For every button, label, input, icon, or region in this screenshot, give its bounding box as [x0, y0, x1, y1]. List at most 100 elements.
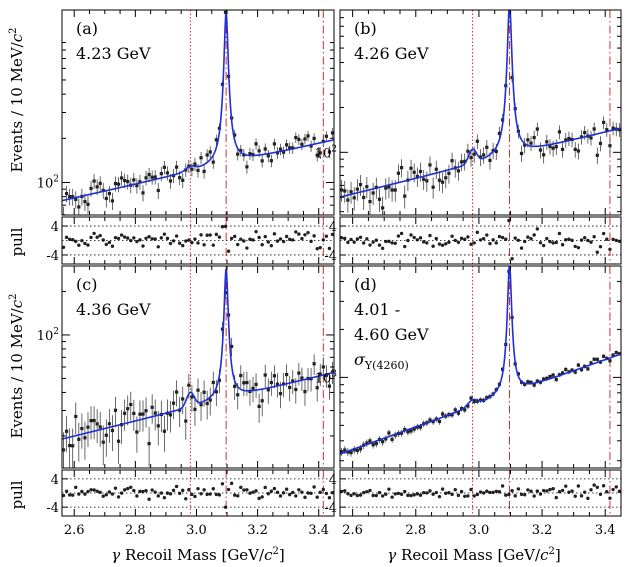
- pull-point: [144, 236, 148, 241]
- pull-point: [516, 487, 521, 491]
- data-point: [554, 145, 558, 149]
- data-point: [466, 149, 470, 153]
- pull-point: [89, 235, 93, 240]
- pull-point: [346, 492, 350, 496]
- pull-point: [409, 493, 413, 498]
- pull-point: [303, 233, 307, 237]
- pull-point: [485, 233, 489, 237]
- data-point: [324, 373, 328, 377]
- pull-point: [456, 493, 461, 498]
- data-point: [312, 136, 316, 141]
- pull-point: [110, 244, 115, 248]
- pull-point: [390, 241, 394, 245]
- pull-point: [459, 236, 464, 241]
- data-point: [129, 402, 133, 407]
- pull-point: [598, 492, 603, 496]
- pull-point: [418, 236, 423, 240]
- pull-point: [294, 494, 298, 498]
- pull-point: [576, 245, 581, 250]
- pull-point: [98, 490, 102, 494]
- pull-point: [532, 233, 536, 237]
- data-point: [374, 441, 378, 446]
- pull-points-a: [61, 224, 335, 253]
- pull-point: [507, 492, 511, 497]
- pull-point: [579, 494, 584, 498]
- pull-point: [306, 230, 310, 235]
- panel-energy-label-d: 4.60 GeV: [354, 325, 429, 344]
- pull-point: [278, 237, 283, 241]
- pull-point: [208, 233, 212, 237]
- data-point: [153, 411, 157, 415]
- data-point: [406, 430, 410, 434]
- pull-axis-title-bottom: pull: [8, 480, 26, 509]
- pull-point: [300, 236, 304, 241]
- pull-point: [187, 238, 191, 242]
- data-point: [352, 196, 356, 200]
- data-point: [330, 131, 334, 135]
- data-point: [119, 176, 124, 180]
- data-points-b: [340, 73, 621, 215]
- data-point: [107, 422, 111, 426]
- pull-point: [181, 488, 185, 493]
- pull-point: [187, 488, 191, 492]
- pull-point: [232, 493, 237, 497]
- data-point: [362, 195, 366, 200]
- data-point: [239, 373, 243, 378]
- pull-point: [425, 491, 429, 495]
- pull-point: [184, 497, 188, 501]
- pull-point: [306, 491, 310, 495]
- data-point: [257, 404, 261, 409]
- data-point: [144, 176, 148, 180]
- pull-point: [248, 237, 252, 241]
- pull-point: [64, 489, 69, 493]
- pull-point: [504, 493, 508, 497]
- data-point: [469, 156, 473, 160]
- data-point: [297, 371, 301, 375]
- data-point: [123, 178, 127, 183]
- data-point: [545, 140, 549, 144]
- data-point: [318, 372, 322, 376]
- pull-point: [450, 492, 454, 497]
- data-point: [390, 437, 394, 442]
- pull-point: [190, 240, 194, 245]
- main-frame-d: [339, 265, 622, 469]
- pull-point: [358, 493, 363, 497]
- pull-point: [409, 233, 413, 237]
- pull-point: [535, 227, 540, 231]
- data-point: [171, 401, 176, 405]
- data-point: [346, 198, 350, 202]
- panel-tag-d: (d): [354, 275, 377, 294]
- data-point: [526, 380, 530, 384]
- data-point: [278, 392, 283, 396]
- pull-point: [324, 234, 329, 238]
- pull-point: [453, 238, 457, 243]
- pull-point: [110, 492, 115, 496]
- data-point: [303, 137, 307, 141]
- data-point: [214, 390, 218, 394]
- pull-point: [406, 238, 410, 243]
- data-point: [254, 142, 258, 146]
- data-point: [135, 183, 139, 188]
- data-point: [236, 393, 240, 397]
- x-tick-label: 3.0: [469, 523, 490, 538]
- data-point: [538, 148, 543, 152]
- data-point: [83, 199, 87, 204]
- pull-point: [557, 231, 562, 236]
- data-point: [529, 380, 533, 385]
- pull-point: [576, 484, 581, 488]
- pull-axis-title-top: pull: [8, 227, 26, 256]
- data-point: [532, 383, 536, 387]
- pull-point: [122, 235, 127, 239]
- data-point: [466, 404, 470, 408]
- pull-point: [205, 492, 209, 497]
- pull-point: [229, 236, 234, 241]
- pull-point: [551, 487, 555, 491]
- data-point: [162, 165, 166, 169]
- pull-point: [64, 235, 69, 240]
- pull-point: [601, 484, 606, 488]
- pull-point: [513, 236, 517, 240]
- pull-point: [214, 232, 219, 237]
- pull-point: [343, 236, 347, 241]
- pull-point: [526, 488, 530, 492]
- pull-point: [608, 247, 612, 251]
